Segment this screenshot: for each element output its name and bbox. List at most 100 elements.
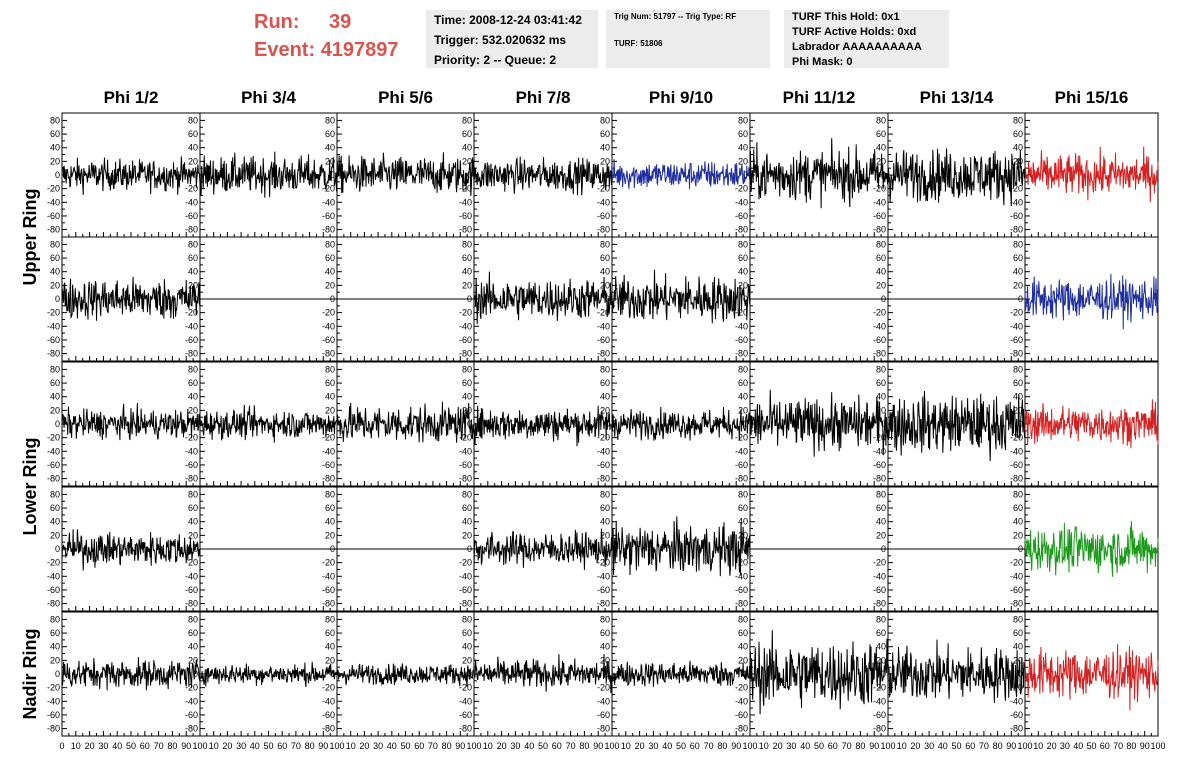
ring-label-3: Nadir Ring: [20, 628, 40, 719]
y-tick-label: 20: [1013, 530, 1023, 540]
y-tick-label: 40: [188, 267, 198, 277]
y-tick-label: -60: [735, 460, 748, 470]
x-tick-label: 10: [621, 741, 631, 751]
y-tick-label: 20: [600, 530, 610, 540]
x-tick-label: 20: [910, 741, 920, 751]
waveform-trace: [61, 529, 201, 571]
y-tick-label: -40: [322, 571, 335, 581]
y-tick-label: 20: [188, 655, 198, 665]
y-tick-label: 20: [325, 405, 335, 415]
y-tick-label: -40: [185, 197, 198, 207]
y-tick-label: -60: [1010, 335, 1023, 345]
waveform-trace: [1024, 273, 1159, 330]
y-tick-label: 80: [1013, 489, 1023, 499]
y-tick-label: 0: [1018, 544, 1023, 554]
y-tick-label: 40: [876, 267, 886, 277]
y-tick-label: -40: [47, 571, 60, 581]
y-tick-label: 40: [1013, 267, 1023, 277]
y-tick-label: -60: [459, 211, 472, 221]
y-tick-label: -80: [322, 225, 335, 235]
y-tick-label: -60: [597, 335, 610, 345]
waveform-trace: [1024, 643, 1159, 711]
y-tick-label: 80: [600, 364, 610, 374]
y-tick-label: 40: [188, 392, 198, 402]
y-tick-label: 0: [605, 419, 610, 429]
y-tick-label: 20: [1013, 156, 1023, 166]
y-tick-label: -40: [322, 197, 335, 207]
y-tick-label: -20: [185, 558, 198, 568]
waveform-trace: [473, 271, 613, 325]
x-tick-label: 70: [566, 741, 576, 751]
y-tick-label: 60: [325, 253, 335, 263]
waveform-trace: [336, 401, 475, 443]
y-tick-label: -40: [597, 571, 610, 581]
x-tick-label: 60: [414, 741, 424, 751]
y-tick-label: -60: [1010, 710, 1023, 720]
y-tick-label: 80: [876, 115, 886, 125]
y-tick-label: 40: [325, 517, 335, 527]
y-tick-label: 80: [462, 239, 472, 249]
y-tick-label: -60: [1010, 211, 1023, 221]
y-tick-label: -40: [873, 571, 886, 581]
y-tick-label: 20: [600, 655, 610, 665]
y-tick-label: 20: [876, 156, 886, 166]
y-tick-label: 80: [1013, 239, 1023, 249]
y-tick-label: -20: [459, 558, 472, 568]
y-tick-label: 40: [462, 517, 472, 527]
y-tick-label: -60: [735, 585, 748, 595]
y-tick-label: -80: [735, 225, 748, 235]
y-tick-label: 60: [50, 129, 60, 139]
y-tick-label: 20: [188, 405, 198, 415]
y-tick-label: 60: [325, 129, 335, 139]
y-tick-label: -40: [735, 571, 748, 581]
y-tick-label: -60: [322, 335, 335, 345]
x-tick-label: 60: [1100, 741, 1110, 751]
y-tick-label: 0: [881, 419, 886, 429]
y-tick-label: 60: [50, 503, 60, 513]
y-tick-label: -20: [1010, 683, 1023, 693]
y-tick-label: 40: [462, 642, 472, 652]
y-tick-label: -60: [459, 585, 472, 595]
y-tick-label: 20: [600, 405, 610, 415]
x-tick-label: 50: [814, 741, 824, 751]
y-tick-label: -20: [322, 433, 335, 443]
waveform-trace: [611, 159, 751, 190]
x-tick-label: 40: [387, 741, 397, 751]
y-tick-label: -40: [597, 197, 610, 207]
y-tick-label: -80: [47, 225, 60, 235]
column-header-7: Phi 13/14: [920, 88, 994, 107]
waveform-trace: [611, 269, 751, 324]
y-tick-label: -20: [873, 433, 886, 443]
ring-label-1: Upper Ring: [20, 189, 40, 286]
y-tick-label: -80: [597, 599, 610, 609]
x-tick-label: 20: [635, 741, 645, 751]
x-tick-label: 30: [236, 741, 246, 751]
waveform-trace: [749, 630, 889, 715]
y-tick-label: -80: [47, 349, 60, 359]
y-tick-label: 0: [467, 170, 472, 180]
y-tick-label: -20: [873, 184, 886, 194]
y-tick-label: -80: [735, 599, 748, 609]
y-tick-label: 60: [462, 129, 472, 139]
y-tick-label: 80: [1013, 614, 1023, 624]
y-tick-label: 60: [188, 129, 198, 139]
x-tick-label: 40: [1073, 741, 1083, 751]
y-tick-label: -80: [1010, 349, 1023, 359]
waveform-trace: [61, 156, 201, 195]
y-tick-label: 40: [876, 392, 886, 402]
y-tick-label: -20: [185, 433, 198, 443]
y-tick-label: 20: [325, 156, 335, 166]
y-tick-label: 40: [325, 143, 335, 153]
x-tick-label: 90: [318, 741, 328, 751]
x-tick-label: 30: [648, 741, 658, 751]
y-tick-label: -80: [47, 474, 60, 484]
x-tick-label: 20: [359, 741, 369, 751]
x-tick-label: 20: [773, 741, 783, 751]
y-tick-label: 0: [467, 419, 472, 429]
y-tick-label: 0: [55, 669, 60, 679]
y-tick-label: 60: [600, 378, 610, 388]
y-tick-label: -40: [322, 696, 335, 706]
waveform-trace: [473, 653, 613, 694]
y-tick-label: 40: [600, 517, 610, 527]
y-tick-label: -20: [1010, 433, 1023, 443]
